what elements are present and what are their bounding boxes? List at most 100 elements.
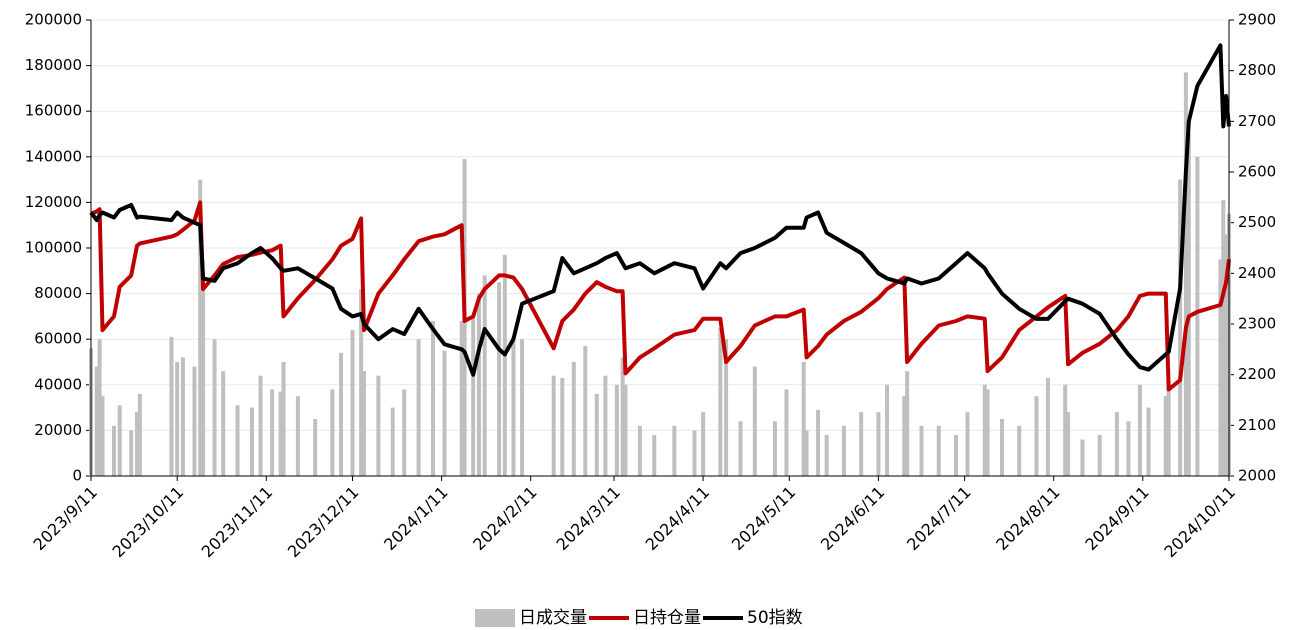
bar	[905, 371, 910, 476]
bar	[198, 179, 203, 476]
bar	[94, 366, 99, 476]
bar	[129, 430, 134, 476]
bar	[430, 320, 435, 476]
x-tick-label: 2023/10/11	[109, 483, 188, 562]
line	[89, 43, 1231, 377]
bar	[270, 389, 275, 476]
bar	[1045, 377, 1050, 476]
y-tick-label: 100000	[25, 239, 82, 257]
bar	[201, 275, 206, 476]
y-tick-label: 160000	[25, 102, 82, 120]
bar	[718, 327, 723, 476]
bar	[603, 375, 608, 476]
bar	[1034, 396, 1039, 476]
bar	[339, 352, 344, 476]
bar	[583, 346, 588, 476]
bar	[1114, 412, 1119, 476]
bar	[692, 430, 697, 476]
bar	[330, 389, 335, 476]
bar	[192, 366, 197, 476]
bar	[313, 419, 318, 476]
y-tick-label: 80000	[34, 284, 82, 302]
bar	[936, 425, 941, 476]
bar	[919, 425, 924, 476]
x-tick-label: 2024/10/11	[1160, 483, 1239, 562]
x-tick-label: 2024/8/11	[992, 483, 1063, 554]
bar	[1066, 412, 1071, 476]
bar	[1137, 384, 1142, 476]
bar	[902, 396, 907, 476]
x-tick-label: 2024/7/11	[903, 483, 974, 554]
bar	[295, 396, 300, 476]
x-tick-label: 2023/12/11	[284, 483, 363, 562]
bar	[390, 407, 395, 476]
legend: 日成交量 日持仓量 50指数	[475, 608, 803, 628]
bar	[672, 425, 677, 476]
bar	[816, 409, 821, 476]
bar	[1224, 234, 1229, 476]
bar	[1166, 384, 1171, 476]
y2-tick-label: 2400	[1238, 264, 1276, 282]
bar	[560, 377, 565, 476]
bar	[482, 275, 487, 476]
bar	[212, 339, 217, 476]
x-tick-label: 2024/9/11	[1081, 483, 1152, 554]
bar	[824, 434, 829, 476]
bar	[738, 421, 743, 476]
y2-tick-label: 2500	[1238, 213, 1276, 231]
bar	[278, 391, 283, 476]
bar	[965, 412, 970, 476]
bar	[100, 396, 105, 476]
line	[90, 200, 1231, 392]
bar	[982, 384, 987, 476]
bar	[801, 362, 806, 476]
bar	[1163, 396, 1168, 476]
bar	[1017, 425, 1022, 476]
y2-tick-label: 2300	[1238, 315, 1276, 333]
bar	[1186, 134, 1191, 476]
bar	[175, 362, 180, 476]
x-tick-label: 2023/9/11	[30, 483, 101, 554]
bar	[1146, 407, 1151, 476]
y2-tick-label: 2000	[1238, 467, 1276, 485]
bar	[1178, 179, 1183, 476]
bar	[1183, 72, 1188, 476]
bar	[876, 412, 881, 476]
y-tick-label: 180000	[25, 56, 82, 74]
bar	[376, 375, 381, 476]
x-tick-label: 2024/3/11	[553, 483, 624, 554]
bar	[594, 393, 599, 476]
bar	[471, 316, 476, 476]
bar	[1218, 259, 1223, 476]
bar	[953, 434, 958, 476]
bar	[701, 412, 706, 476]
bar	[1195, 156, 1200, 477]
bar	[571, 362, 576, 476]
x-tick-label: 2024/5/11	[728, 483, 799, 554]
y-tick-label: 120000	[25, 193, 82, 211]
x-tick-label: 2024/4/11	[642, 483, 713, 554]
bar	[859, 412, 864, 476]
legend-swatch	[475, 609, 515, 627]
bar	[180, 357, 185, 476]
bar	[235, 405, 240, 476]
bar	[362, 371, 367, 476]
bar	[724, 339, 729, 476]
bar	[1080, 439, 1085, 476]
bar	[476, 293, 481, 476]
y2-tick-label: 2700	[1238, 112, 1276, 130]
bar	[1126, 421, 1131, 476]
bar	[249, 407, 254, 476]
bar	[841, 425, 846, 476]
bar	[551, 375, 556, 476]
bar	[1063, 384, 1068, 476]
bar	[350, 330, 355, 476]
bar	[497, 282, 502, 476]
bar	[999, 419, 1004, 476]
legend-label: 日持仓量	[633, 608, 701, 628]
bar	[97, 339, 102, 476]
bar	[134, 412, 139, 476]
y2-tick-label: 2600	[1238, 163, 1276, 181]
bar	[520, 339, 525, 476]
